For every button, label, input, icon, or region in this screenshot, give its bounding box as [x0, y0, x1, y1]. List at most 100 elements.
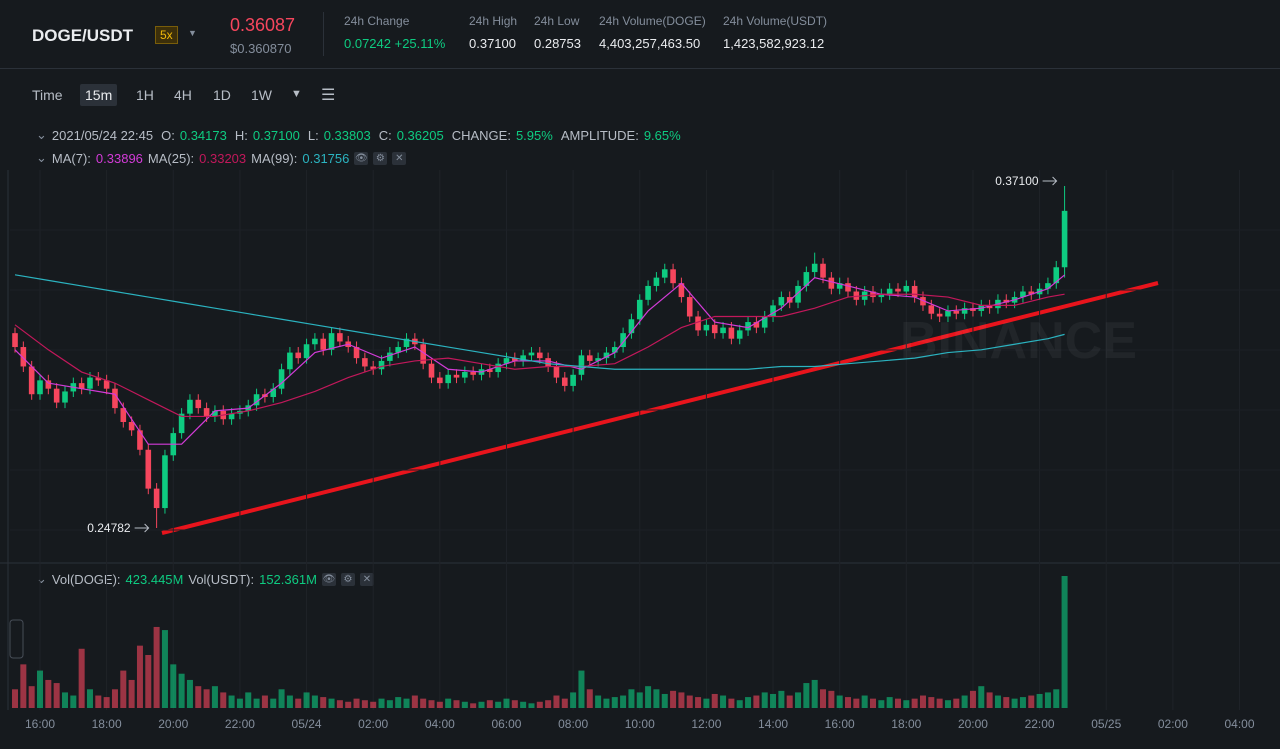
candle-body — [20, 347, 27, 367]
volume-bar — [828, 690, 835, 708]
ohlc-info: ⌄ 2021/05/24 22:45 O: 0.34173 H: 0.37100 L: 0.3… — [36, 127, 681, 143]
volume-bar — [370, 701, 377, 708]
volume-bar — [603, 698, 610, 708]
ohlc-value: 9.65% — [643, 127, 681, 143]
volume-bar — [411, 695, 418, 708]
candle-body — [337, 333, 343, 342]
legend-icon[interactable]: 👁 — [321, 572, 336, 586]
volume-bar — [453, 700, 460, 708]
legend-icon[interactable]: ✕ — [359, 572, 374, 586]
volume-bar — [503, 698, 510, 708]
candle-body — [103, 380, 110, 389]
candle-body — [287, 352, 293, 370]
volume-bar — [695, 697, 702, 708]
pair-dropdown[interactable]: ▼ — [188, 28, 197, 38]
ma-label: MA(25): — [147, 150, 195, 166]
collapse-icon[interactable]: ⌄ — [36, 127, 47, 142]
volume-bar — [111, 689, 118, 708]
ohlc-value: 0.37100 — [252, 127, 300, 143]
candle-body — [778, 297, 785, 306]
interval-button[interactable]: 1W — [251, 87, 272, 103]
legend-icon[interactable]: ⚙ — [373, 151, 388, 165]
candle-body — [586, 355, 593, 361]
more-intervals[interactable]: ▼ — [291, 88, 302, 100]
volume-bar — [120, 670, 127, 708]
volume-bar — [1019, 697, 1026, 708]
x-tick-label: 14:00 — [758, 717, 788, 731]
candle-body — [561, 377, 568, 386]
candle-body — [670, 269, 676, 284]
candle-body — [203, 408, 210, 417]
volume-bar — [661, 693, 668, 708]
volume-bar — [445, 698, 452, 708]
candle-body — [753, 322, 760, 328]
candle-body — [745, 322, 751, 331]
volume-bar — [245, 692, 252, 708]
x-tick-label: 20:00 — [158, 717, 188, 731]
settings-icon[interactable]: ☰ — [321, 87, 336, 104]
ohlc-label: AMPLITUDE: — [560, 127, 639, 143]
candle-body — [1028, 291, 1035, 295]
x-tick-label: 10:00 — [625, 717, 655, 731]
volume-bar — [145, 655, 152, 708]
stat-value: 1,423,582,923.12 — [723, 36, 825, 51]
interval-button[interactable]: 4H — [174, 87, 192, 103]
candle-body — [387, 352, 393, 361]
ohlc-label: H: — [234, 127, 248, 143]
volume-bar — [386, 700, 393, 708]
candle-body — [95, 377, 102, 381]
vol-value: 152.361M — [259, 571, 317, 587]
volume-bar — [1011, 698, 1018, 708]
candle-body — [578, 355, 585, 375]
x-tick-label: 02:00 — [1158, 717, 1188, 731]
volume-bar — [470, 703, 477, 708]
candle-body — [1045, 283, 1051, 289]
pair[interactable]: DOGE/USDT — [32, 26, 134, 45]
volume-bar — [553, 695, 560, 708]
candle-body — [711, 324, 718, 334]
leverage[interactable]: 5x — [155, 26, 178, 44]
interval-button[interactable]: 1H — [136, 87, 154, 103]
stat-label: 24h Volume(DOGE) — [599, 14, 706, 28]
volume-bar — [345, 701, 352, 708]
side-tab[interactable] — [9, 619, 24, 659]
candle-body — [811, 263, 818, 273]
volume-bar — [653, 689, 660, 708]
interval-button[interactable]: Time — [32, 87, 63, 103]
max-price-label: 0.37100 — [995, 174, 1039, 188]
candle-body — [12, 333, 18, 348]
stat-value: 0.28753 — [534, 36, 581, 51]
candle-body — [928, 305, 935, 314]
volume-bar — [620, 695, 627, 708]
legend-icon[interactable]: 👁 — [354, 151, 369, 165]
volume-bar — [53, 683, 60, 708]
x-tick-label: 22:00 — [225, 717, 255, 731]
interval-button[interactable]: 1D — [213, 87, 231, 103]
volume-bar — [795, 692, 802, 708]
candle-body — [653, 277, 660, 286]
volume-bar — [528, 703, 535, 708]
legend-icon[interactable]: ✕ — [392, 151, 407, 165]
vol-label: Vol(USDT): — [188, 571, 255, 587]
volume-bar — [303, 692, 310, 708]
candle-body — [78, 383, 85, 389]
candle-body — [1003, 299, 1010, 303]
volume-bar — [803, 683, 810, 708]
collapse-icon[interactable]: ⌄ — [36, 571, 47, 586]
candle-body — [120, 408, 127, 422]
collapse-icon[interactable]: ⌄ — [36, 150, 47, 165]
legend-icon[interactable]: ⚙ — [340, 572, 355, 586]
volume-bar — [936, 698, 943, 708]
candle-body — [270, 388, 277, 398]
candle-body — [395, 347, 401, 353]
stat: 24h High 0.37100 — [469, 14, 517, 51]
x-tick-label: 05/25 — [1091, 717, 1121, 731]
volume-bar — [328, 698, 335, 708]
interval-button[interactable]: 15m — [80, 84, 118, 106]
candle-body — [45, 380, 52, 389]
volume-bar — [286, 695, 293, 708]
volume-bar — [586, 689, 593, 708]
volume-bar — [570, 692, 577, 708]
stat-label: 24h Change — [344, 14, 410, 28]
